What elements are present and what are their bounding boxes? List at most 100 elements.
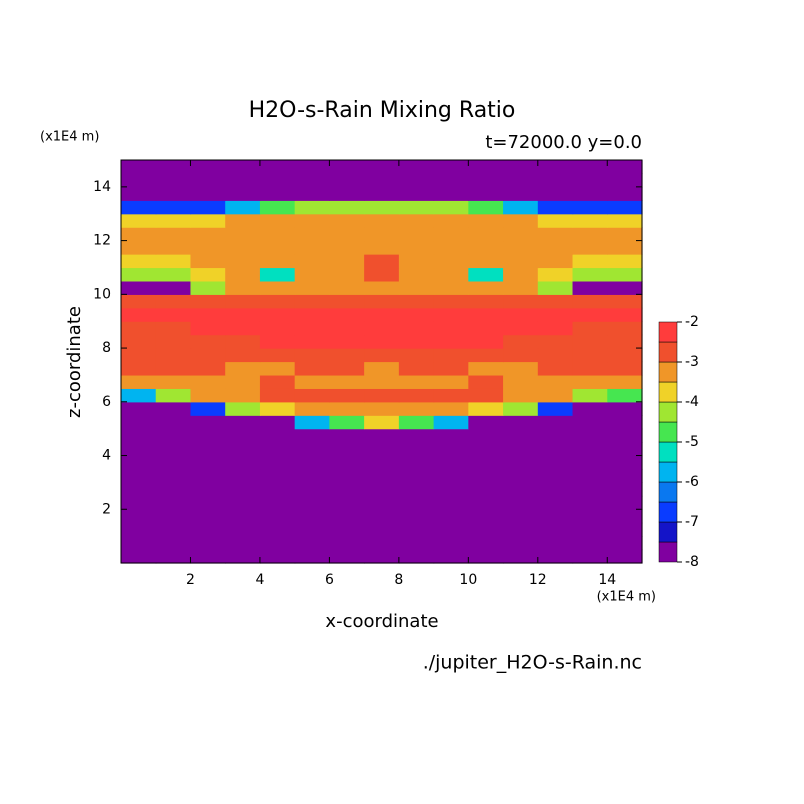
contour-cell — [190, 388, 226, 403]
y-tick-label: 6 — [102, 394, 111, 410]
contour-cell — [364, 267, 400, 282]
contour-cell — [468, 536, 504, 551]
contour-cell — [225, 240, 261, 255]
contour-cell — [572, 200, 608, 215]
y-unit: (x1E4 m) — [40, 130, 99, 145]
contour-cell — [259, 200, 296, 215]
contour-cell — [329, 415, 365, 430]
contour-cell — [398, 549, 435, 564]
contour-cell — [121, 536, 157, 551]
contour-cell — [364, 522, 400, 537]
contour-cell — [225, 374, 261, 389]
contour-cell — [259, 254, 296, 269]
contour-cell — [468, 428, 504, 443]
colorbar-bin — [658, 321, 678, 343]
contour-cell — [503, 307, 539, 322]
x-tick-label: 8 — [394, 572, 403, 588]
contour-cell — [121, 227, 157, 242]
contour-cell — [537, 536, 574, 551]
contour-cell — [433, 428, 469, 443]
contour-cell — [121, 200, 157, 215]
contour-cell — [607, 482, 643, 497]
contour-cell — [503, 294, 539, 309]
contour-cell — [190, 442, 226, 457]
contour-cell — [155, 321, 192, 336]
contour-cell — [468, 321, 504, 336]
contour-cell — [121, 213, 157, 228]
contour-cell — [398, 280, 435, 295]
contour-cell — [537, 348, 574, 363]
contour-cell — [190, 321, 226, 336]
contour-cell — [433, 401, 469, 416]
contour-cell — [155, 522, 192, 537]
contour-cell — [607, 186, 643, 201]
contour-cell — [398, 321, 435, 336]
contour-cell — [121, 280, 157, 295]
contour-cell — [225, 254, 261, 269]
contour-cell — [537, 428, 574, 443]
colorbar-bin — [658, 461, 678, 483]
contour-cell — [537, 455, 574, 470]
contour-cell — [329, 200, 365, 215]
contour-cell — [121, 468, 157, 483]
contour-cell — [225, 415, 261, 430]
contour-cell — [607, 160, 643, 175]
contour-cell — [364, 361, 400, 376]
contour-cell — [190, 254, 226, 269]
contour-cell — [364, 428, 400, 443]
contour-cell — [121, 415, 157, 430]
x-axis-label: x-coordinate — [325, 611, 438, 632]
contour-cell — [607, 428, 643, 443]
contour-cell — [364, 254, 400, 269]
contour-cell — [572, 522, 608, 537]
contour-cell — [364, 334, 400, 349]
contour-cell — [607, 334, 643, 349]
contour-cell — [537, 200, 574, 215]
contour-cell — [121, 442, 157, 457]
contour-cell — [398, 240, 435, 255]
contour-cell — [190, 334, 226, 349]
contour-cell — [537, 442, 574, 457]
contour-cell — [294, 227, 330, 242]
contour-cell — [190, 482, 226, 497]
colorbar-bin — [658, 341, 678, 363]
contour-cell — [433, 186, 469, 201]
contour-field — [121, 160, 643, 564]
contour-cell — [121, 428, 157, 443]
contour-cell — [121, 348, 157, 363]
contour-cell — [259, 280, 296, 295]
contour-cell — [294, 200, 330, 215]
contour-cell — [503, 495, 539, 510]
contour-cell — [190, 173, 226, 188]
contour-cell — [225, 160, 261, 175]
contour-cell — [364, 401, 400, 416]
contour-cell — [121, 173, 157, 188]
contour-cell — [433, 213, 469, 228]
contour-cell — [537, 388, 574, 403]
contour-cell — [607, 321, 643, 336]
contour-cell — [398, 455, 435, 470]
contour-cell — [225, 280, 261, 295]
contour-cell — [572, 536, 608, 551]
contour-cell — [259, 482, 296, 497]
contour-cell — [468, 415, 504, 430]
contour-cell — [607, 200, 643, 215]
contour-cell — [503, 361, 539, 376]
contour-cell — [329, 213, 365, 228]
contour-cell — [225, 522, 261, 537]
contour-cell — [468, 173, 504, 188]
contour-cell — [468, 267, 504, 282]
contour-cell — [225, 468, 261, 483]
contour-cell — [503, 280, 539, 295]
contour-cell — [572, 468, 608, 483]
contour-cell — [121, 267, 157, 282]
contour-cell — [468, 280, 504, 295]
contour-cell — [155, 401, 192, 416]
contour-cell — [572, 213, 608, 228]
contour-cell — [121, 388, 157, 403]
contour-cell — [468, 307, 504, 322]
contour-cell — [572, 267, 608, 282]
contour-cell — [503, 200, 539, 215]
contour-cell — [225, 200, 261, 215]
contour-cell — [572, 361, 608, 376]
